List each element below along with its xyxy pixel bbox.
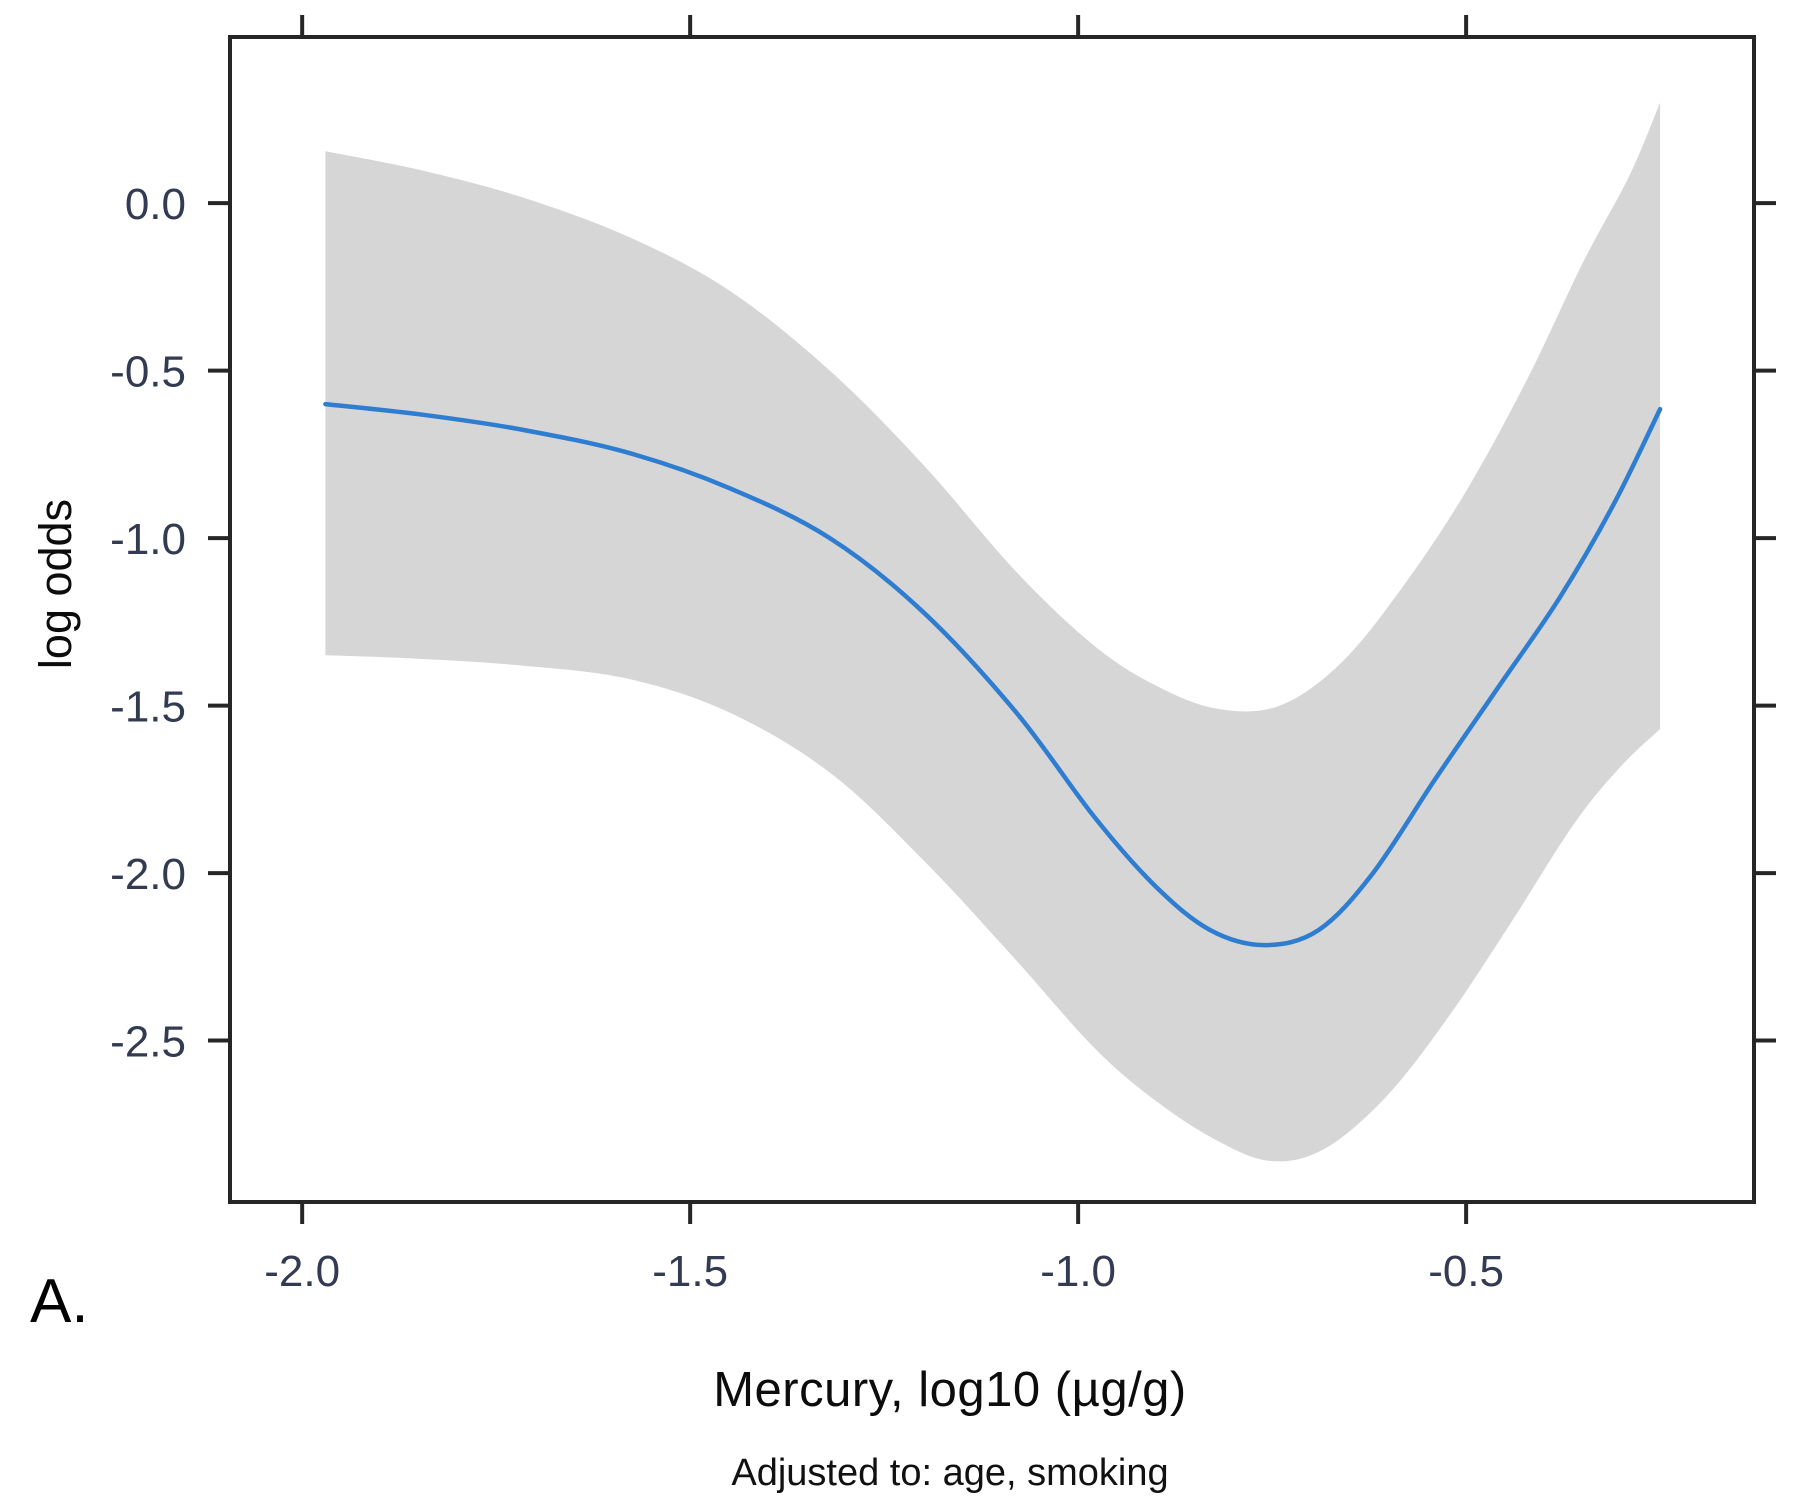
x-tick-label: -1.0	[1040, 1247, 1116, 1296]
confidence-band-area	[325, 102, 1661, 1162]
y-tick-label: 0.0	[125, 180, 186, 229]
y-tick-label: -1.0	[110, 515, 186, 564]
y-tick-label: -0.5	[110, 348, 186, 397]
x-axis-title: Mercury, log10 (µg/g)	[713, 1363, 1187, 1417]
y-tick-label: -2.5	[110, 1018, 186, 1067]
smooth-curve-line	[323, 401, 1663, 948]
plot-border	[228, 35, 1756, 1204]
y-tick-label: -1.5	[110, 683, 186, 732]
y-tick-label: -2.0	[110, 850, 186, 899]
x-tick-label: -0.5	[1428, 1247, 1504, 1296]
x-tick-label: -2.0	[264, 1247, 340, 1296]
panel-label: A.	[30, 1267, 89, 1336]
x-tick-label: -1.5	[652, 1247, 728, 1296]
y-axis-title: log odds	[30, 498, 81, 670]
x-axis-subtitle: Adjusted to: age, smoking	[731, 1452, 1169, 1494]
